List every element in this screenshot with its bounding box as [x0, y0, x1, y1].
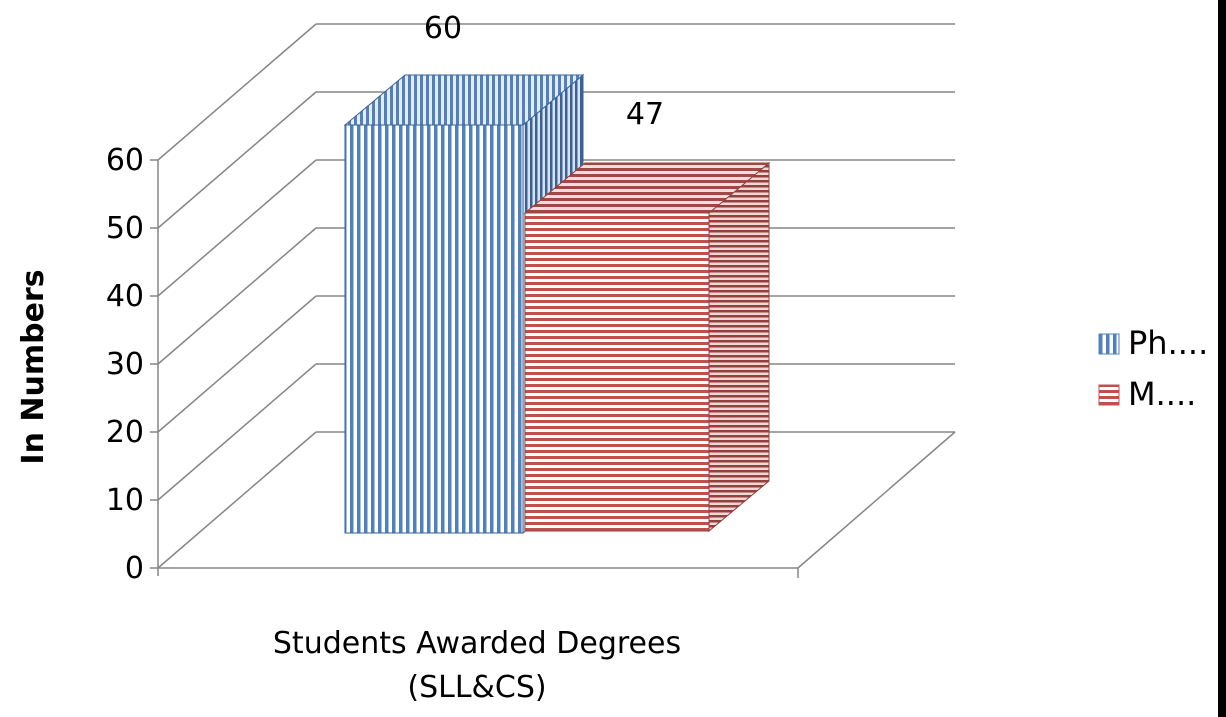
legend: Ph.... M.... — [1098, 324, 1208, 413]
axes — [150, 159, 799, 578]
legend-label-1: Ph.... — [1128, 324, 1208, 362]
side-gridline — [157, 431, 317, 569]
legend-label-2: M.... — [1128, 375, 1196, 413]
y-tick-label: 20 — [106, 415, 144, 450]
data-label-series-2: 47 — [626, 97, 664, 132]
side-gridline — [157, 23, 317, 161]
y-tick-label: 60 — [106, 143, 144, 178]
side-gridline — [157, 295, 317, 433]
bar-series-2-side — [708, 161, 770, 533]
bar-series-1-front — [344, 124, 524, 534]
legend-swatch-2 — [1098, 384, 1120, 406]
side-gridline — [157, 91, 317, 229]
floor-edge — [797, 431, 956, 569]
y-tick-label: 50 — [106, 211, 144, 246]
labels: 0 10 20 30 40 50 60 In Numbers Students Awarded … — [16, 11, 681, 705]
data-label-series-1: 60 — [424, 11, 462, 46]
side-gridline — [157, 159, 317, 297]
y-tick-label: 30 — [106, 347, 144, 382]
y-tick-label: 40 — [106, 279, 144, 314]
x-category-label: (SLL&CS) — [407, 670, 546, 705]
side-gridline — [157, 227, 317, 365]
bars — [343, 73, 771, 535]
y-tick-label: 0 — [125, 551, 144, 586]
y-tick-label: 10 — [106, 483, 144, 518]
x-category-label: Students Awarded Degrees — [273, 626, 681, 661]
bar-series-2-front — [524, 212, 710, 532]
side-gridline — [157, 363, 317, 501]
frame-border — [1218, 0, 1226, 717]
y-axis-title: In Numbers — [16, 269, 51, 464]
legend-swatch-1 — [1098, 333, 1120, 355]
